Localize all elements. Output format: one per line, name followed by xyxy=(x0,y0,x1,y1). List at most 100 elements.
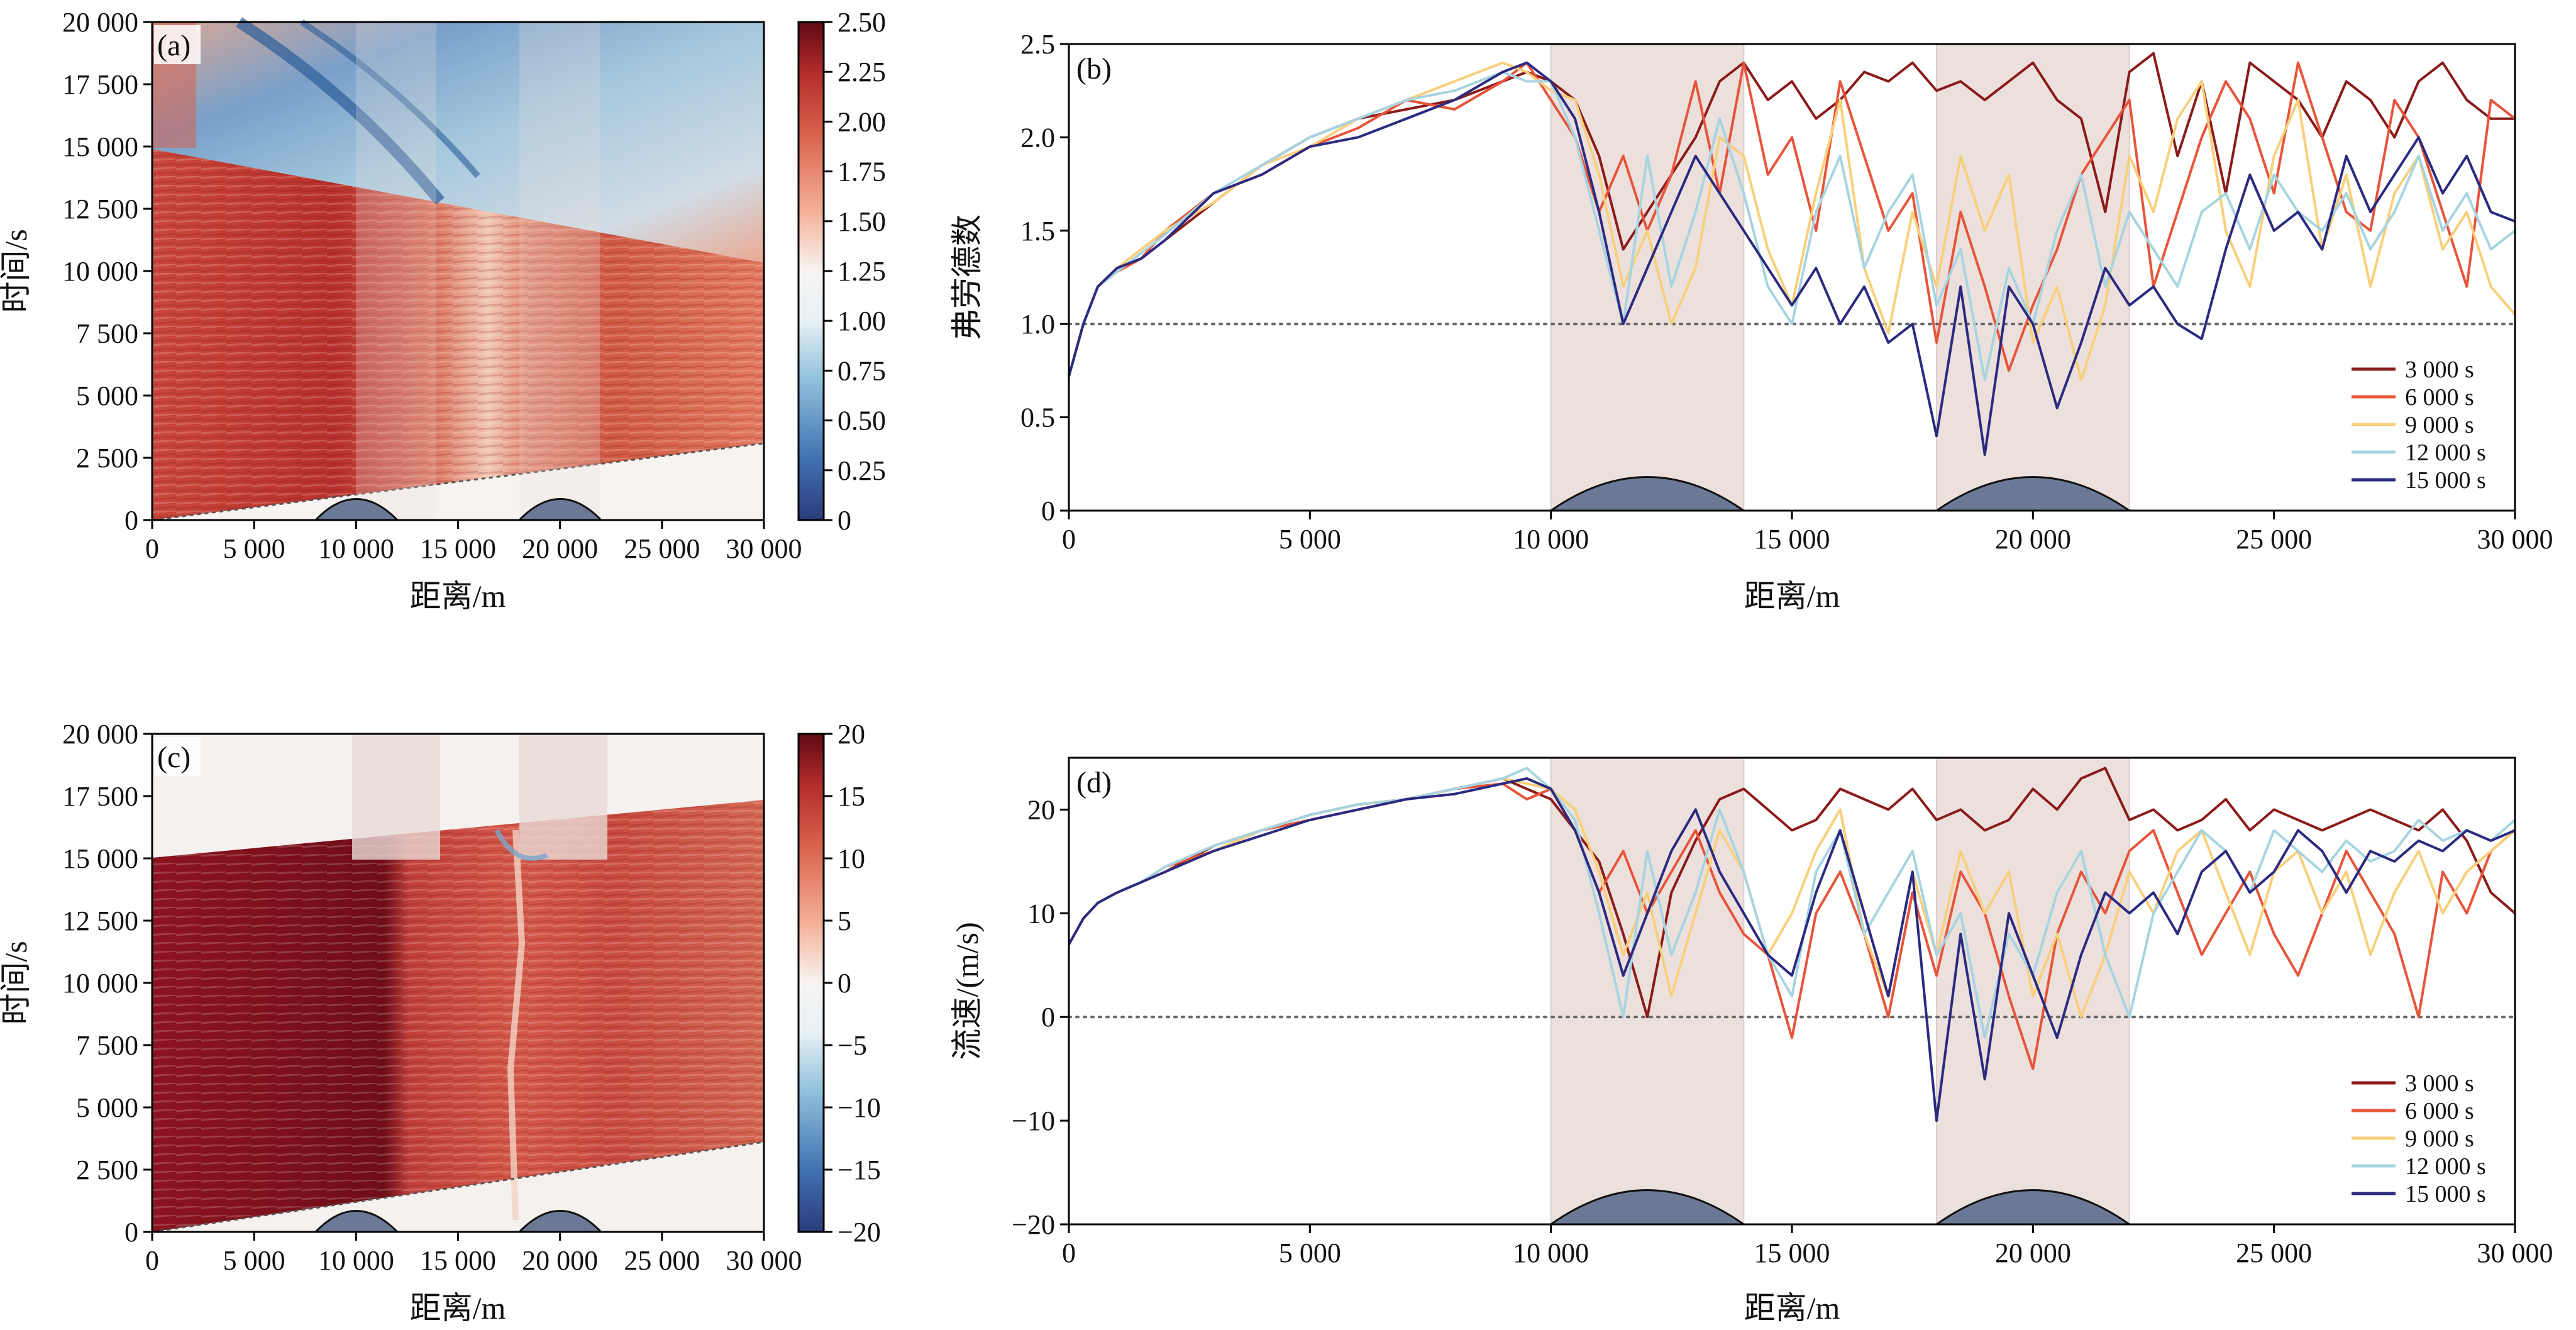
xtick-label-b: 10 000 xyxy=(1513,524,1589,555)
ytick-label-b: 1.5 xyxy=(1020,216,1055,247)
ylabel-b: 弗劳德数 xyxy=(949,214,985,340)
colorbar-tick-label-a: 1.25 xyxy=(837,256,886,287)
panel-label-a: (a) xyxy=(157,29,191,62)
series-line-d-4 xyxy=(1068,777,2516,1122)
series-line-d-0 xyxy=(1068,767,2516,1019)
panel-c-heatmap: 0 5 000 10 000 15 000 20 000 25 000 30 000 0 2 … xyxy=(0,719,881,1326)
xtick-label-c: 30 000 xyxy=(726,1245,802,1276)
ytick-label-c: 2 500 xyxy=(76,1155,138,1185)
xtick-label-c: 5 000 xyxy=(223,1245,285,1276)
ylabel-d: 流速/(m/s) xyxy=(949,922,985,1060)
series-line-b-2 xyxy=(1068,61,2516,382)
xtick-label-d: 30 000 xyxy=(2477,1238,2553,1268)
ytick-label-a: 10 000 xyxy=(62,256,138,287)
panel-d-lines: 0 5 000 10 000 15 000 20 000 25 000 30 000 −20… xyxy=(949,756,2553,1326)
legend-label-b: 6 000 s xyxy=(2405,384,2474,411)
xtick-label-a: 5 000 xyxy=(223,533,285,564)
xtick-label-b: 5 000 xyxy=(1279,524,1341,555)
colorbar-tick-label-c: 15 xyxy=(837,781,865,812)
ytick-label-a: 17 500 xyxy=(62,69,138,100)
ytick-label-b: 0 xyxy=(1041,496,1055,526)
colorbar-c xyxy=(797,733,825,1233)
obstacle-d xyxy=(1547,1189,1747,1226)
panel-b-lines: 0 5 000 10 000 15 000 20 000 25 000 30 000 0 0.… xyxy=(949,29,2553,614)
ytick-label-c: 20 000 xyxy=(62,719,138,750)
xtick-label-d: 10 000 xyxy=(1513,1238,1589,1268)
ytick-label-c: 17 500 xyxy=(62,781,138,812)
xtick-label-a: 25 000 xyxy=(624,533,700,564)
ytick-label-b: 1.0 xyxy=(1020,309,1055,340)
series-line-b-3 xyxy=(1068,70,2516,382)
heatmap-a-field xyxy=(152,17,764,520)
ytick-label-c: 12 500 xyxy=(62,906,138,936)
legend-label-d: 6 000 s xyxy=(2405,1098,2474,1124)
ytick-label-b: 2.5 xyxy=(1020,29,1055,60)
colorbar-tick-label-c: 5 xyxy=(837,906,851,936)
colorbar-tick-label-a: 1.75 xyxy=(837,157,886,187)
panel-label-b: (b) xyxy=(1076,52,1112,86)
ytick-label-c: 10 000 xyxy=(62,968,138,999)
xtick-label-a: 10 000 xyxy=(318,533,394,564)
ytick-label-b: 2.0 xyxy=(1020,122,1055,153)
xtick-label-a: 30 000 xyxy=(726,533,802,564)
ytick-label-c: 7 500 xyxy=(76,1030,138,1061)
legend-label-b: 12 000 s xyxy=(2405,440,2486,466)
xlabel-d: 距离/m xyxy=(1744,1290,1840,1326)
xtick-label-d: 0 xyxy=(1062,1238,1076,1268)
ytick-label-a: 7 500 xyxy=(76,318,138,349)
colorbar-tick-label-a: 0.25 xyxy=(837,455,886,486)
xtick-label-d: 15 000 xyxy=(1754,1238,1830,1268)
obstacle-b xyxy=(1933,476,2133,512)
legend-label-d: 15 000 s xyxy=(2405,1181,2486,1207)
legend-label-d: 12 000 s xyxy=(2405,1153,2486,1180)
colorbar-tick-label-a: 2.00 xyxy=(837,106,886,137)
ytick-label-c: 0 xyxy=(124,1217,138,1248)
ytick-label-a: 2 500 xyxy=(76,443,138,474)
legend-label-d: 9 000 s xyxy=(2405,1126,2474,1152)
xtick-label-b: 15 000 xyxy=(1754,524,1830,555)
obstacle-c-2 xyxy=(517,1210,604,1233)
xtick-label-c: 15 000 xyxy=(420,1245,496,1276)
colorbar-tick-label-c: −20 xyxy=(837,1217,881,1248)
ylabel-c: 时间/s xyxy=(0,941,33,1024)
ytick-label-a: 12 500 xyxy=(62,194,138,224)
colorbar-tick-label-c: −5 xyxy=(837,1030,867,1061)
colorbar-tick-label-a: 1.00 xyxy=(837,306,886,336)
colorbar-tick-label-c: 0 xyxy=(837,968,851,999)
ytick-label-d: −10 xyxy=(1012,1106,1055,1136)
legend-label-b: 9 000 s xyxy=(2405,412,2474,438)
colorbar-a xyxy=(797,21,825,521)
obstacle-d xyxy=(1933,1189,2133,1226)
heatmap-c-field xyxy=(152,734,764,1232)
colorbar-tick-label-a: 2.25 xyxy=(837,57,886,87)
series-line-b-1 xyxy=(1068,61,2516,377)
obstacle-c-1 xyxy=(313,1210,400,1233)
ylabel-a: 时间/s xyxy=(0,229,33,313)
colorbar-tick-label-a: 0.75 xyxy=(837,355,886,386)
legend-label-b: 15 000 s xyxy=(2405,467,2486,494)
xtick-label-a: 20 000 xyxy=(522,533,598,564)
xtick-label-d: 20 000 xyxy=(1995,1238,2071,1268)
colorbar-tick-label-a: 2.50 xyxy=(837,7,886,38)
xtick-label-a: 0 xyxy=(145,533,159,564)
ytick-label-a: 5 000 xyxy=(76,380,138,411)
xtick-label-c: 0 xyxy=(145,1245,159,1276)
xlabel-c: 距离/m xyxy=(410,1290,506,1326)
xlabel-b: 距离/m xyxy=(1744,579,1840,614)
obstacle-a-1 xyxy=(313,498,400,521)
series-line-d-3 xyxy=(1068,767,2516,1039)
xtick-label-b: 20 000 xyxy=(1995,524,2071,555)
ytick-label-c: 15 000 xyxy=(62,843,138,874)
ytick-label-c: 5 000 xyxy=(76,1092,138,1123)
xtick-label-c: 25 000 xyxy=(624,1245,700,1276)
colorbar-tick-label-c: −15 xyxy=(837,1155,881,1185)
xtick-label-c: 10 000 xyxy=(318,1245,394,1276)
xtick-label-b: 30 000 xyxy=(2477,524,2553,555)
xtick-label-a: 15 000 xyxy=(420,533,496,564)
xtick-label-b: 0 xyxy=(1062,524,1076,555)
ytick-label-a: 15 000 xyxy=(62,131,138,162)
colorbar-tick-label-c: 20 xyxy=(837,719,865,750)
colorbar-tick-label-c: −10 xyxy=(837,1092,881,1123)
colorbar-tick-label-a: 0 xyxy=(837,505,851,536)
